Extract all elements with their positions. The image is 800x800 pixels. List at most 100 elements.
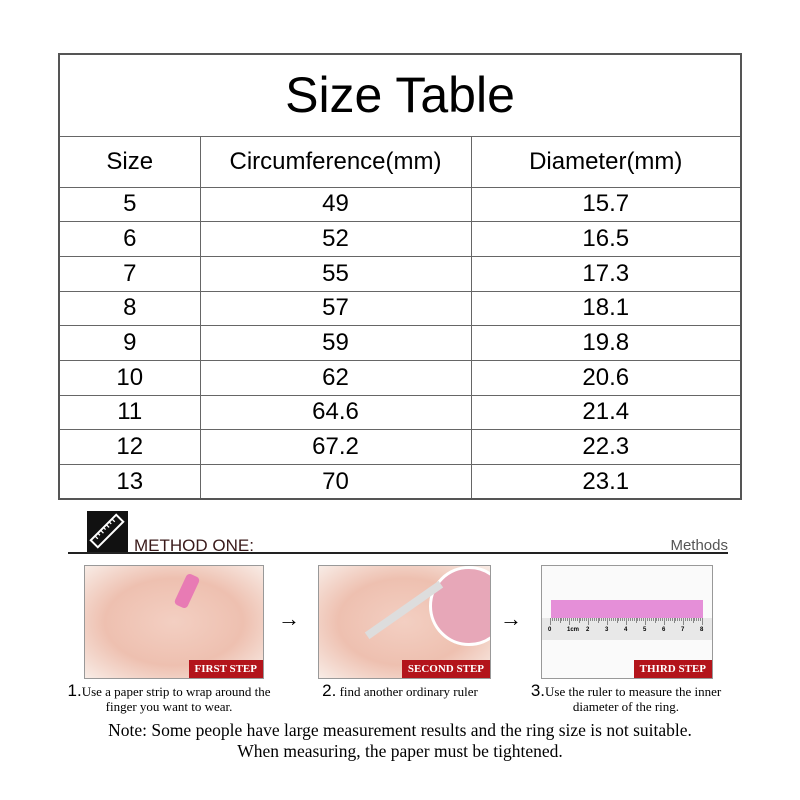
table-row: 12 67.2 22.3 bbox=[58, 429, 742, 465]
cell-size: 13 bbox=[58, 464, 201, 500]
ruler-tick bbox=[586, 618, 588, 621]
ruler-tick bbox=[688, 618, 690, 621]
step1-badge: FIRST STEP bbox=[188, 660, 263, 678]
header-circumference: Circumference(mm) bbox=[199, 135, 472, 188]
ruler-tick bbox=[669, 618, 671, 621]
ruler-label: 8 bbox=[700, 627, 704, 633]
ruler-tick bbox=[698, 618, 700, 621]
header-diameter: Diameter(mm) bbox=[470, 135, 742, 188]
ruler-tick bbox=[599, 618, 601, 621]
cell-circumference: 55 bbox=[199, 255, 472, 292]
cell-diameter: 15.7 bbox=[470, 186, 742, 223]
cell-diameter: 17.3 bbox=[470, 255, 742, 292]
ruler-tick bbox=[610, 618, 612, 621]
ruler-tick bbox=[557, 618, 559, 621]
step2-photo: SECOND STEP bbox=[318, 565, 491, 679]
step2-badge: SECOND STEP bbox=[401, 660, 490, 678]
ruler-tick bbox=[650, 618, 652, 621]
table-row: 11 64.6 21.4 bbox=[58, 394, 742, 431]
cell-size: 8 bbox=[58, 290, 201, 327]
cell-diameter: 20.6 bbox=[470, 359, 742, 396]
ruler-tick bbox=[658, 618, 660, 621]
ruler-tick bbox=[690, 618, 692, 621]
ruler-tick bbox=[671, 618, 673, 621]
ruler-tick bbox=[569, 618, 570, 625]
cell-size: 11 bbox=[58, 394, 201, 431]
table-row: 10 62 20.6 bbox=[58, 359, 742, 396]
step3-photo: 0 1cm 2 3 4 5 6 7 8 THIRD STEP bbox=[541, 565, 713, 679]
ruler-tick bbox=[589, 618, 591, 621]
step3-caption: 3.Use the ruler to measure the inner dia… bbox=[530, 681, 722, 714]
ruler-label: 1cm bbox=[567, 627, 580, 633]
ruler-tick bbox=[601, 618, 603, 621]
ruler-tick bbox=[580, 618, 582, 621]
ruler-tick bbox=[637, 618, 639, 621]
ruler-tick bbox=[559, 618, 561, 623]
ruler-tick bbox=[643, 618, 645, 621]
cell-diameter: 21.4 bbox=[470, 394, 742, 431]
ruler-tick bbox=[572, 618, 574, 621]
note-line-2: When measuring, the paper must be tighte… bbox=[237, 741, 563, 761]
ruler-tick bbox=[614, 618, 616, 621]
ruler-tick bbox=[582, 618, 584, 621]
ruler-tick bbox=[561, 618, 563, 621]
step1-photo: FIRST STEP bbox=[84, 565, 264, 679]
cell-size: 5 bbox=[58, 186, 201, 223]
arrow-icon: → bbox=[278, 606, 300, 631]
ruler-tick bbox=[654, 618, 656, 623]
ruler-tick bbox=[553, 618, 555, 621]
step1-caption: 1.Use a paper strip to wrap around the f… bbox=[67, 681, 271, 714]
ruler-tick bbox=[652, 618, 654, 621]
divider bbox=[68, 552, 728, 554]
ruler-tick bbox=[578, 618, 580, 623]
table-row: 9 59 19.8 bbox=[58, 325, 742, 361]
ruler-label: 2 bbox=[586, 627, 590, 633]
table-row: 5 49 15.7 bbox=[58, 186, 742, 223]
ruler-tick bbox=[618, 618, 620, 621]
ruler-tick bbox=[681, 618, 683, 621]
ruler-tick bbox=[665, 618, 667, 621]
ruler-tick bbox=[620, 618, 622, 621]
ruler-tick bbox=[567, 618, 569, 621]
ruler-tick bbox=[677, 618, 679, 621]
arrow-icon: → bbox=[500, 606, 522, 631]
ruler-tick bbox=[597, 618, 599, 623]
cell-circumference: 70 bbox=[199, 464, 472, 500]
ruler-tick bbox=[673, 618, 675, 623]
cell-circumference: 64.6 bbox=[199, 394, 472, 431]
ruler-tick bbox=[555, 618, 557, 621]
size-table: Size Table Size Circumference(mm) Diamet… bbox=[58, 53, 742, 501]
paper-strip bbox=[173, 572, 201, 610]
ruler-tick bbox=[574, 618, 576, 621]
cell-size: 12 bbox=[58, 429, 201, 465]
cell-circumference: 49 bbox=[199, 186, 472, 223]
cell-diameter: 16.5 bbox=[470, 221, 742, 257]
ruler-tick bbox=[633, 618, 635, 621]
ruler-tick bbox=[608, 618, 610, 621]
ruler-tick bbox=[702, 618, 703, 625]
ruler-tick bbox=[584, 618, 586, 621]
table-row: 13 70 23.1 bbox=[58, 464, 742, 500]
table-title: Size Table bbox=[58, 53, 742, 137]
cell-diameter: 18.1 bbox=[470, 290, 742, 327]
ruler-tick bbox=[629, 618, 631, 621]
ruler-tick bbox=[648, 618, 650, 621]
step3-badge: THIRD STEP bbox=[633, 660, 712, 678]
table-row: 6 52 16.5 bbox=[58, 221, 742, 257]
paper-strip bbox=[551, 600, 703, 620]
ruler-tick bbox=[646, 618, 648, 621]
cell-size: 10 bbox=[58, 359, 201, 396]
ruler-tick bbox=[605, 618, 607, 621]
ruler-tick bbox=[616, 618, 618, 623]
ruler-tick bbox=[662, 618, 664, 621]
ruler-tick bbox=[635, 618, 637, 623]
ruler-label: 3 bbox=[605, 627, 609, 633]
ruler-tick bbox=[683, 618, 684, 625]
cell-diameter: 23.1 bbox=[470, 464, 742, 500]
step2-caption: 2. find another ordinary ruler bbox=[322, 681, 478, 700]
ruler-tick bbox=[667, 618, 669, 621]
ruler-tick bbox=[591, 618, 593, 621]
ruler-icon bbox=[87, 511, 128, 552]
ruler-label: 0 bbox=[548, 627, 552, 633]
cell-diameter: 22.3 bbox=[470, 429, 742, 465]
